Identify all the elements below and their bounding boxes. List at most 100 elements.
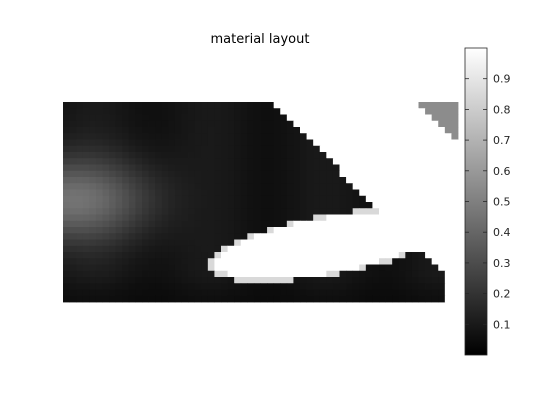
heatmap-cell (95, 183, 103, 190)
heatmap-cell (63, 102, 70, 109)
heatmap-cell (102, 220, 110, 228)
heatmap-cell (431, 208, 439, 215)
heatmap-cell (201, 233, 209, 240)
heatmap-cell (102, 239, 110, 247)
heatmap-cell (280, 208, 288, 215)
heatmap-cell (306, 227, 314, 234)
heatmap-cell (306, 139, 314, 147)
heatmap-cell (425, 183, 433, 190)
heatmap-cell (89, 177, 97, 184)
heatmap-cell (168, 245, 176, 253)
heatmap-cell (411, 214, 419, 222)
heatmap-cell (201, 270, 209, 278)
heatmap-cell (174, 120, 182, 128)
heatmap-cell (346, 283, 354, 290)
heatmap-cell (207, 277, 215, 284)
heatmap-cell (346, 139, 354, 147)
heatmap-cell (128, 114, 136, 122)
heatmap-cell (398, 220, 406, 228)
heatmap-cell (438, 220, 446, 228)
heatmap-cell (194, 114, 202, 122)
heatmap-cell (405, 220, 413, 228)
heatmap-cell (253, 183, 261, 190)
heatmap-cell (444, 233, 452, 240)
heatmap-cell (69, 114, 77, 122)
heatmap-cell (398, 252, 406, 259)
heatmap-cell (365, 102, 373, 109)
heatmap-cell (201, 245, 209, 253)
heatmap-cell (438, 133, 446, 140)
heatmap-cell (418, 295, 426, 303)
heatmap-cell (385, 289, 393, 297)
heatmap-cell (418, 120, 426, 128)
heatmap-cell (313, 133, 321, 140)
heatmap-cell (89, 120, 97, 128)
heatmap-cell (63, 108, 70, 115)
heatmap-cell (451, 139, 459, 147)
heatmap-cell (221, 120, 228, 128)
heatmap-cell (379, 177, 386, 184)
heatmap-cell (438, 189, 446, 197)
heatmap-cell (253, 245, 261, 253)
heatmap-cell (280, 152, 288, 159)
heatmap-cell (76, 252, 84, 259)
heatmap-cell (221, 133, 228, 140)
heatmap-cell (260, 239, 268, 247)
heatmap-cell (161, 145, 169, 153)
heatmap-cell (425, 120, 433, 128)
heatmap-cell (128, 289, 136, 297)
heatmap-cell (69, 189, 77, 197)
heatmap-cell (326, 195, 334, 203)
heatmap-cell (168, 295, 176, 303)
heatmap-cell (352, 295, 360, 303)
heatmap-cell (273, 270, 281, 278)
heatmap-cell (82, 270, 90, 278)
heatmap-cell (181, 170, 189, 178)
heatmap-cell (234, 183, 242, 190)
heatmap-cell (247, 158, 255, 165)
heatmap-cell (82, 277, 90, 284)
heatmap-cell (69, 202, 77, 209)
heatmap-cell (76, 258, 84, 265)
heatmap-cell (221, 177, 228, 184)
heatmap-cell (102, 245, 110, 253)
heatmap-cell (207, 139, 215, 147)
heatmap-cell (293, 227, 301, 234)
heatmap-cell (142, 258, 149, 265)
heatmap-cell (306, 152, 314, 159)
heatmap-cell (115, 233, 123, 240)
heatmap-cell (313, 127, 321, 134)
heatmap-cell (392, 289, 400, 297)
heatmap-cell (227, 127, 235, 134)
heatmap-cell (76, 152, 84, 159)
heatmap-cell (398, 208, 406, 215)
heatmap-cell (155, 195, 163, 203)
heatmap-cell (155, 270, 163, 278)
heatmap-cell (115, 252, 123, 259)
heatmap-cell (392, 252, 400, 259)
heatmap-cell (392, 277, 400, 284)
heatmap-cell (339, 239, 347, 247)
heatmap-cell (385, 252, 393, 259)
heatmap-cell (247, 139, 255, 147)
heatmap-cell (63, 220, 70, 228)
heatmap-cell (313, 289, 321, 297)
heatmap-cell (379, 227, 386, 234)
heatmap-cell (339, 295, 347, 303)
heatmap-cell (82, 158, 90, 165)
heatmap-cell (95, 152, 103, 159)
heatmap-cell (398, 214, 406, 222)
heatmap-cell (227, 277, 235, 284)
heatmap-cell (260, 145, 268, 153)
heatmap-cell (398, 114, 406, 122)
heatmap-cell (405, 139, 413, 147)
heatmap-cell (392, 158, 400, 165)
heatmap-cell (306, 289, 314, 297)
heatmap-cell (247, 145, 255, 153)
heatmap-cell (319, 270, 327, 278)
heatmap-cell (372, 189, 380, 197)
heatmap-cell (155, 202, 163, 209)
heatmap-cell (115, 108, 123, 115)
heatmap-cell (188, 189, 196, 197)
heatmap-cell (365, 189, 373, 197)
